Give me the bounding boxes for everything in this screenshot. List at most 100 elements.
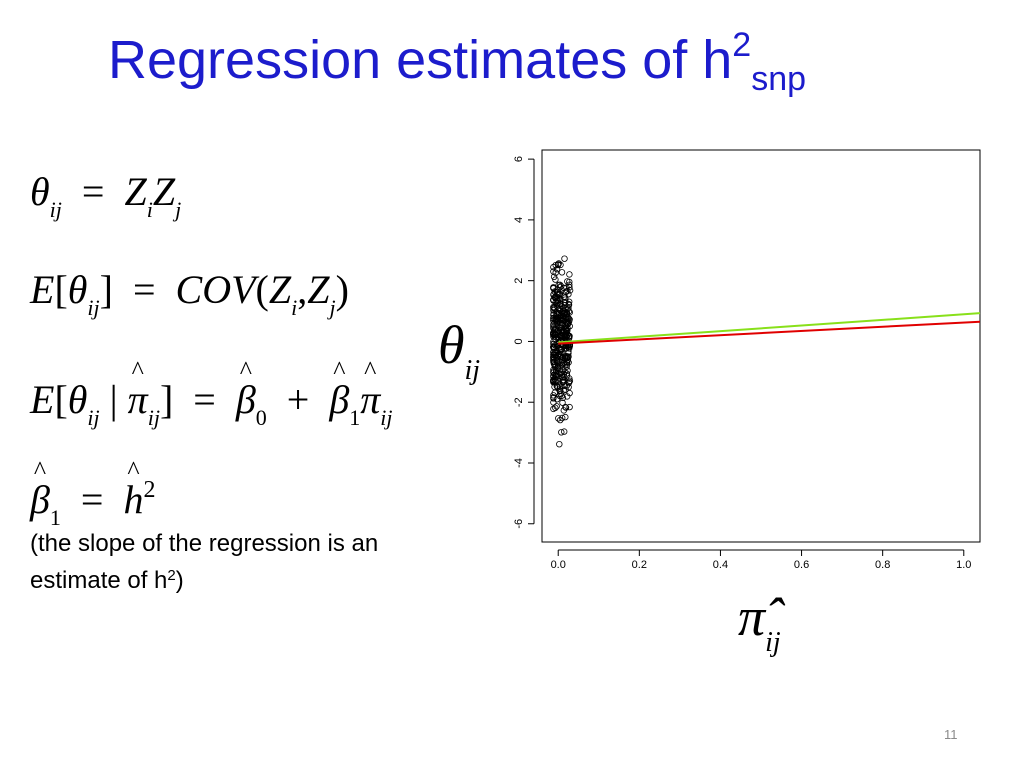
data-point (565, 315, 572, 322)
data-point (558, 429, 565, 436)
plot-frame (541, 149, 981, 543)
regression-line (558, 320, 981, 345)
data-point (550, 377, 557, 384)
data-point (550, 268, 557, 275)
data-point (551, 375, 558, 383)
x-tick-label: 0.6 (794, 559, 809, 571)
beta-hat-symbol: β (30, 458, 50, 520)
data-point (562, 413, 569, 421)
data-point (552, 276, 559, 283)
eq-subscript: 1 (49, 505, 61, 530)
data-point (563, 382, 570, 389)
data-point (553, 265, 561, 273)
caption: (the slope of the regression is an estim… (30, 528, 430, 597)
data-point (564, 354, 571, 362)
data-point (551, 333, 558, 340)
pi-hat-symbol: π (360, 358, 380, 420)
data-point (557, 359, 564, 367)
data-point (566, 377, 574, 384)
theta-symbol: θ (67, 377, 88, 422)
y-tick-label: -4 (513, 458, 525, 468)
eq-subscript: ij (49, 197, 62, 222)
equation-slope-h2: β1 = h2 (30, 458, 155, 530)
y-tick-label: -6 (513, 519, 525, 529)
data-point (562, 331, 569, 339)
beta-hat-symbol: β (236, 358, 256, 420)
data-point (557, 295, 564, 303)
theta-symbol: θ (30, 169, 50, 214)
data-point (560, 428, 568, 435)
eq-subscript: ij (380, 405, 393, 430)
y-axis-symbol: θ (438, 315, 465, 375)
data-point (550, 314, 557, 322)
eq-subscript: ij (87, 405, 100, 430)
data-point (550, 331, 557, 338)
eq-subscript: j (329, 295, 336, 320)
equals-sign: = (80, 477, 104, 522)
data-point (550, 351, 557, 359)
eq-subscript: 1 (349, 405, 361, 430)
data-points (550, 255, 574, 448)
data-point (557, 261, 564, 269)
data-point (554, 383, 561, 390)
data-point (565, 301, 573, 309)
data-point (550, 317, 557, 324)
data-point (559, 394, 567, 401)
theta-symbol: θ (67, 267, 88, 312)
data-point (562, 345, 570, 352)
data-point (554, 358, 561, 366)
data-point (550, 296, 557, 303)
eq-subscript: i (146, 197, 153, 222)
data-point (556, 392, 563, 399)
caption-close: ) (175, 567, 184, 594)
x-tick-label: 0.8 (875, 559, 890, 571)
data-point (562, 329, 569, 336)
y-tick-label: 0 (513, 338, 525, 344)
z-symbol: Z (268, 267, 292, 312)
data-point (564, 327, 571, 334)
x-tick-label: 0.4 (713, 559, 728, 571)
regression-lines (558, 312, 981, 345)
data-point (550, 325, 557, 332)
data-point (551, 389, 558, 396)
data-point (562, 403, 569, 411)
y-tick-label: 6 (513, 156, 525, 162)
data-point (550, 285, 557, 292)
conditional-bar: | (109, 377, 118, 422)
data-point (558, 332, 565, 340)
data-point (554, 301, 561, 308)
data-point (561, 355, 569, 362)
e-symbol: E (30, 377, 55, 422)
y-axis: -6 -4 -2 0 2 4 6 (513, 156, 535, 529)
data-point (550, 340, 557, 347)
data-point (552, 404, 559, 411)
data-point (562, 296, 569, 303)
title-subscript: snp (751, 60, 807, 98)
caption-superscript: 2 (167, 567, 176, 584)
y-tick-label: -2 (513, 397, 525, 407)
bracket: ] (99, 267, 113, 312)
data-point (566, 271, 573, 278)
data-point (558, 269, 566, 276)
data-point (560, 373, 568, 381)
data-point (563, 284, 570, 291)
data-point (559, 399, 566, 406)
page-title: Regression estimates of h2snp (108, 28, 806, 96)
data-point (554, 286, 561, 293)
data-point (557, 370, 564, 377)
equals-sign: = (81, 169, 105, 214)
equals-sign: = (132, 267, 156, 312)
equation-theta-def: θij = ZiZj (30, 172, 181, 221)
y-tick-label: 2 (513, 278, 525, 284)
data-point (566, 278, 573, 286)
data-point (562, 386, 569, 393)
data-point (564, 287, 571, 295)
x-tick-label: 0.2 (632, 559, 647, 571)
data-point (551, 358, 558, 365)
data-point (564, 306, 571, 313)
pi-hat-symbol: π (128, 358, 148, 420)
data-point (562, 314, 570, 321)
bracket: [ (54, 267, 68, 312)
x-axis-label: π̂ij (738, 590, 781, 657)
data-point (554, 288, 561, 295)
